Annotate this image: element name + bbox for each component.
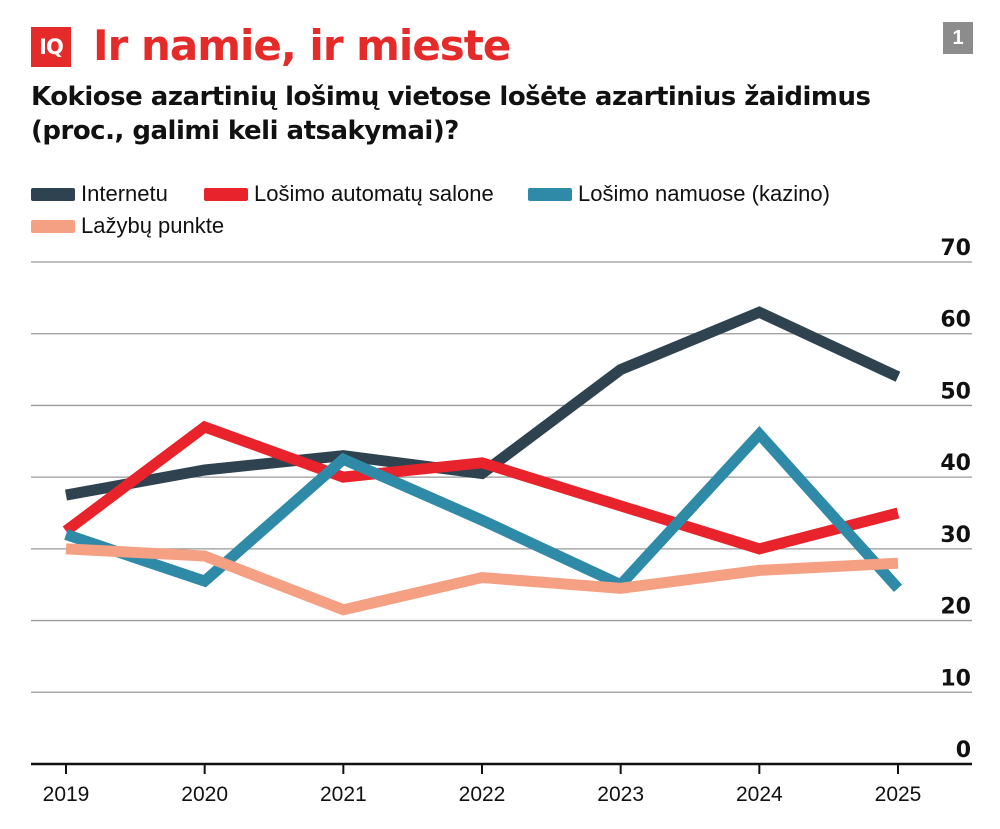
legend-item-automatu-salone: Lošimo automatų salone [204, 178, 494, 210]
page-title: Ir namie, ir mieste [93, 21, 511, 70]
legend-item-internetu: Internetu [31, 178, 168, 210]
page-number-badge: 1 [943, 22, 973, 54]
legend-swatch [31, 219, 75, 233]
x-tick-label: 2022 [459, 783, 506, 806]
x-tick-label: 2020 [181, 783, 228, 806]
subtitle-line-1: Kokiose azartinių lošimų vietose lošėte … [31, 82, 871, 112]
y-tick-label: 0 [956, 738, 971, 763]
legend-item-namuose-kazino: Lošimo namuose (kazino) [528, 178, 830, 210]
y-tick-label: 20 [940, 595, 971, 620]
legend-swatch [204, 187, 248, 201]
legend-label: Lažybų punkte [81, 213, 225, 238]
subtitle-line-2: (proc., galimi keli atsakymai)? [31, 116, 459, 146]
legend-label: Internetu [81, 181, 168, 206]
x-tick-label: 2019 [43, 783, 90, 806]
x-tick-label: 2023 [597, 783, 644, 806]
y-tick-label: 10 [940, 666, 971, 691]
legend-swatch [31, 187, 75, 201]
legend-item-lazybu-punkte: Lažybų punkte [31, 210, 224, 242]
x-tick-label: 2024 [736, 783, 783, 806]
legend-label: Lošimo automatų salone [254, 181, 494, 206]
legend-label: Lošimo namuose (kazino) [578, 181, 830, 206]
y-tick-label: 70 [940, 236, 971, 261]
series-line-4 [65, 543, 899, 616]
y-tick-label: 30 [940, 523, 971, 548]
legend-swatch [528, 187, 572, 201]
y-tick-label: 60 [940, 308, 971, 333]
y-tick-label: 50 [940, 379, 971, 404]
x-tick-label: 2025 [875, 783, 922, 806]
y-tick-label: 40 [940, 451, 971, 476]
brand-logo: IQ [31, 27, 71, 67]
series-line-2 [62, 420, 900, 555]
x-tick-label: 2021 [320, 783, 367, 806]
chart-subtitle: Kokiose azartinių lošimų vietose lošėte … [31, 80, 931, 148]
series-line-3 [64, 425, 903, 592]
series-line-1 [65, 306, 901, 501]
